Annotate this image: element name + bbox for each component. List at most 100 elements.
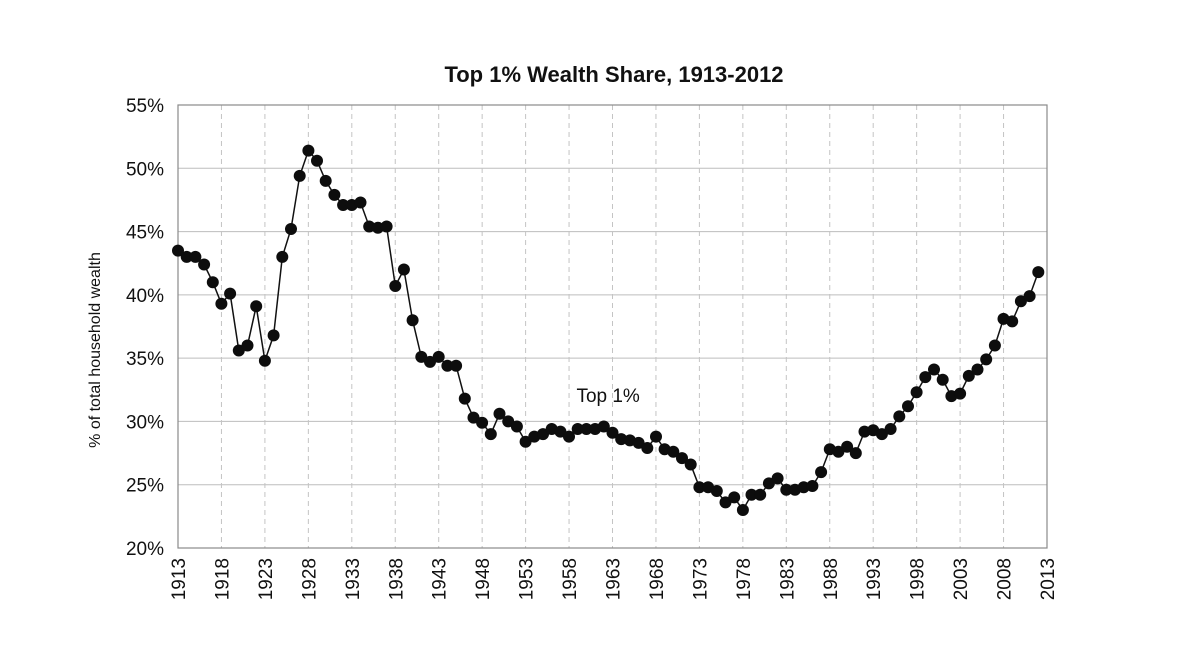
data-point [693, 481, 706, 494]
data-point [893, 410, 906, 423]
data-point [206, 276, 219, 289]
data-point [441, 359, 454, 372]
data-point [267, 329, 280, 342]
y-tick-label: 35% [126, 349, 164, 370]
series-annotation: Top 1% [576, 386, 639, 407]
data-point [510, 420, 523, 433]
data-point [606, 426, 619, 439]
data-point [519, 435, 532, 448]
data-point [919, 371, 932, 384]
x-tick-label: 2013 [1038, 558, 1059, 600]
x-tick-label: 1968 [647, 558, 668, 600]
x-tick-label: 1938 [386, 558, 407, 600]
x-tick-label: 1953 [517, 558, 538, 600]
data-point [476, 416, 489, 429]
data-point [710, 485, 723, 497]
x-tick-label: 1923 [256, 558, 277, 600]
grid [177, 104, 1048, 549]
data-point [1014, 295, 1027, 308]
data-point [719, 496, 732, 509]
x-tick-label: 1943 [430, 558, 451, 600]
y-tick-label: 40% [126, 286, 164, 307]
data-point [450, 359, 463, 372]
data-point [337, 199, 350, 211]
data-point [380, 220, 393, 233]
x-tick-label: 1963 [604, 558, 625, 600]
data-point [258, 354, 271, 367]
data-point [285, 223, 297, 235]
y-tick-label: 20% [126, 539, 164, 560]
x-tick-label: 1948 [473, 558, 494, 600]
data-point [241, 339, 254, 352]
data-point [397, 263, 410, 276]
data-point [302, 144, 315, 157]
x-tick-label: 1983 [777, 558, 798, 600]
data-point [215, 297, 228, 310]
data-point [293, 169, 306, 182]
x-tick-label: 2003 [951, 558, 972, 600]
series-top-1pct [172, 144, 1045, 516]
data-point [232, 344, 245, 357]
data-point [971, 363, 984, 376]
y-axis-ticks: 20% 25% 30% 35% 40% 45% 50% 55% [126, 96, 164, 560]
data-point [537, 428, 549, 441]
y-tick-label: 45% [126, 223, 164, 244]
x-tick-label: 2008 [995, 558, 1016, 600]
data-point [745, 488, 758, 501]
data-point [311, 154, 323, 167]
data-point [328, 188, 341, 201]
data-point [849, 447, 862, 460]
data-point [962, 369, 975, 382]
data-point [406, 314, 419, 327]
data-point [250, 300, 263, 313]
data-point [988, 339, 1001, 352]
data-point [832, 445, 845, 458]
series-line [177, 149, 1040, 512]
x-tick-label: 1988 [821, 558, 842, 600]
data-point [1032, 266, 1045, 279]
data-point [754, 488, 767, 501]
data-point [276, 250, 289, 263]
y-tick-label: 50% [126, 159, 164, 180]
data-point [815, 466, 828, 479]
x-tick-label: 1928 [299, 558, 320, 600]
x-tick-label: 1918 [212, 558, 233, 600]
data-point [884, 423, 897, 435]
data-point [1023, 290, 1036, 303]
x-tick-label: 1958 [560, 558, 581, 600]
data-point [875, 428, 888, 441]
data-point [902, 400, 914, 413]
x-tick-label: 1998 [908, 558, 929, 600]
data-point [684, 458, 697, 471]
data-point [389, 280, 402, 292]
y-tick-label: 25% [126, 476, 164, 497]
data-point [571, 423, 584, 435]
x-tick-label: 1978 [734, 558, 755, 600]
chart-title: Top 1% Wealth Share, 1913-2012 [444, 62, 783, 87]
data-point [484, 428, 497, 441]
data-point [676, 452, 688, 465]
data-point [650, 430, 662, 443]
data-point [780, 483, 793, 496]
x-tick-label: 1913 [169, 558, 190, 600]
y-axis-label: % of total household wealth [87, 252, 104, 448]
data-point [415, 350, 428, 363]
data-point [458, 392, 471, 405]
data-point [180, 250, 193, 263]
data-point [910, 386, 923, 399]
x-tick-label: 1933 [343, 558, 364, 600]
data-point [736, 504, 749, 516]
data-point [928, 363, 940, 376]
data-point [432, 350, 445, 363]
data-point [597, 420, 610, 433]
data-point [806, 480, 819, 492]
data-point [667, 445, 680, 458]
data-point [224, 287, 237, 300]
data-point [172, 244, 184, 257]
data-point [198, 258, 211, 271]
x-tick-label: 1993 [864, 558, 885, 600]
data-point [728, 491, 741, 504]
data-point [319, 174, 332, 187]
